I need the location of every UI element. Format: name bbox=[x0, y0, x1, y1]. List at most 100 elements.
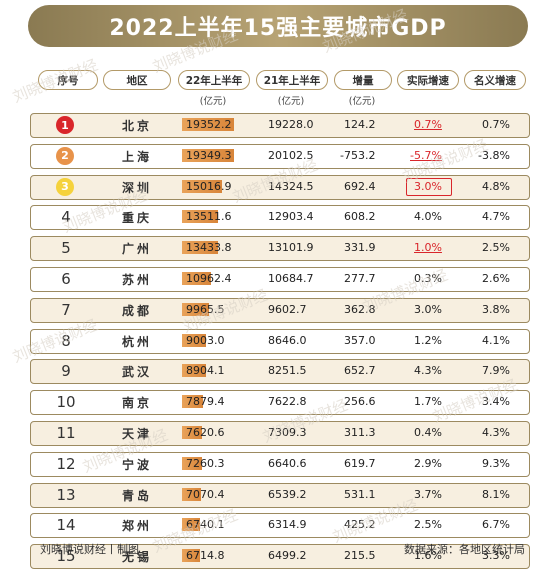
rank-number: 4 bbox=[61, 208, 71, 227]
header-rank: 序号 bbox=[38, 70, 98, 90]
rank-number: 15 bbox=[56, 547, 76, 566]
table-row bbox=[30, 451, 530, 477]
real-growth-value: 3.0% bbox=[414, 302, 442, 316]
increase-value: 357.0 bbox=[344, 333, 376, 347]
real-growth-value: 0.3% bbox=[414, 272, 442, 285]
real-growth-value: 4.0% bbox=[414, 210, 442, 224]
rank-number: 8 bbox=[61, 331, 71, 350]
table-row bbox=[30, 482, 530, 508]
header-gdp22: 22年上半年 bbox=[178, 70, 250, 90]
table-row bbox=[30, 390, 530, 416]
increase-value: 362.8 bbox=[344, 302, 376, 316]
city-name: 宁波 bbox=[122, 457, 153, 472]
gdp21-value: 6499.2 bbox=[268, 549, 307, 563]
nominal-growth-value: 7.9% bbox=[482, 364, 510, 378]
city-name: 广州 bbox=[122, 242, 153, 257]
city-name: 南京 bbox=[122, 396, 153, 411]
unit-gdp21: (亿元) bbox=[277, 96, 305, 107]
gdp22-value: 13433.8 bbox=[186, 241, 232, 255]
gdp22-bar bbox=[182, 549, 201, 563]
gdp22-value: 6714.8 bbox=[186, 549, 225, 563]
header-nominal-growth: 名义增速 bbox=[464, 70, 526, 90]
real-growth-value: 3.0% bbox=[414, 179, 442, 193]
gdp21-value: 7309.3 bbox=[268, 426, 307, 439]
increase-value: 277.7 bbox=[344, 272, 376, 285]
city-name: 杭州 bbox=[122, 334, 153, 349]
gdp22-value: 7070.4 bbox=[186, 487, 225, 501]
unit-gdp22: (亿元) bbox=[199, 96, 227, 107]
nominal-growth-value: 8.1% bbox=[482, 487, 510, 501]
gdp21-value: 13101.9 bbox=[268, 241, 314, 255]
real-growth-value: 4.3% bbox=[414, 364, 442, 378]
gdp22-bar bbox=[182, 179, 223, 193]
rank-number: 14 bbox=[56, 516, 76, 535]
city-name: 成都 bbox=[122, 303, 153, 318]
header-real-growth: 实际增速 bbox=[397, 70, 459, 90]
gdp21-value: 20102.5 bbox=[268, 148, 314, 162]
header-gdp21: 21年上半年 bbox=[256, 70, 328, 90]
footer-credit: 刘晓博说财经丨制图 bbox=[40, 543, 139, 556]
increase-value: 124.2 bbox=[344, 118, 376, 131]
rank-number: 7 bbox=[61, 300, 71, 319]
gdp21-value: 10684.7 bbox=[268, 272, 314, 285]
gdp21-value: 8251.5 bbox=[268, 364, 307, 378]
increase-value: 652.7 bbox=[344, 364, 376, 378]
gdp22-value: 7260.3 bbox=[186, 456, 225, 470]
gdp22-value: 8904.1 bbox=[186, 364, 225, 378]
nominal-growth-value: 4.7% bbox=[482, 210, 510, 224]
increase-value: 619.7 bbox=[344, 456, 376, 470]
gdp22-value: 15016.9 bbox=[186, 179, 232, 193]
gdp22-bar bbox=[182, 333, 207, 347]
nominal-growth-value: 3.3% bbox=[482, 549, 510, 563]
gdp21-value: 14324.5 bbox=[268, 179, 314, 193]
header-city: 地区 bbox=[103, 70, 171, 90]
gdp22-bar bbox=[182, 426, 203, 439]
nominal-growth-value: 6.7% bbox=[482, 518, 510, 532]
gdp22-value: 7620.6 bbox=[186, 426, 225, 439]
gdp22-value: 9003.0 bbox=[186, 333, 225, 347]
gdp22-bar bbox=[182, 518, 201, 532]
city-name: 郑州 bbox=[122, 519, 153, 534]
chart-title: 2022上半年15强主要城市GDP bbox=[28, 5, 528, 47]
table-row bbox=[30, 113, 530, 138]
gdp22-bar bbox=[182, 148, 234, 162]
table-row bbox=[30, 236, 530, 262]
gdp22-value: 19352.2 bbox=[186, 118, 232, 131]
gdp22-bar bbox=[182, 302, 209, 316]
increase-value: 531.1 bbox=[344, 487, 376, 501]
table-row bbox=[30, 143, 530, 169]
rank-medal: 1 bbox=[56, 116, 74, 134]
gdp21-value: 7622.8 bbox=[268, 395, 307, 409]
table-row bbox=[30, 513, 530, 539]
gdp22-bar bbox=[182, 210, 219, 224]
real-growth-value: 1.7% bbox=[414, 395, 442, 409]
gdp22-bar bbox=[182, 118, 234, 131]
real-growth-value: 1.2% bbox=[414, 333, 442, 347]
unit-increase: (亿元) bbox=[348, 96, 376, 107]
nominal-growth-value: 9.3% bbox=[482, 456, 510, 470]
gdp22-value: 9965.5 bbox=[186, 302, 225, 316]
table-row bbox=[30, 267, 530, 292]
increase-value: 331.9 bbox=[344, 241, 376, 255]
increase-value: 215.5 bbox=[344, 549, 376, 563]
gdp22-value: 10962.4 bbox=[186, 272, 232, 285]
increase-value: 311.3 bbox=[344, 426, 376, 439]
city-name: 北京 bbox=[122, 119, 153, 133]
gdp22-bar bbox=[182, 487, 201, 501]
table-row bbox=[30, 205, 530, 231]
rank-number: 12 bbox=[56, 454, 76, 473]
rank-number: 6 bbox=[61, 270, 71, 288]
header-increase: 增量 bbox=[334, 70, 392, 90]
gdp21-value: 19228.0 bbox=[268, 118, 314, 131]
increase-value: 692.4 bbox=[344, 179, 376, 193]
nominal-growth-value: -3.8% bbox=[478, 148, 510, 162]
city-name: 天津 bbox=[122, 427, 153, 441]
real-growth-value: 0.4% bbox=[414, 426, 442, 439]
gdp21-value: 6640.6 bbox=[268, 456, 307, 470]
rank-number: 9 bbox=[61, 362, 71, 381]
gdp22-bar bbox=[182, 241, 219, 255]
gdp22-bar bbox=[182, 395, 204, 409]
city-name: 青岛 bbox=[122, 488, 153, 503]
rank-number: 5 bbox=[61, 239, 71, 258]
real-growth-value: 2.5% bbox=[414, 518, 442, 532]
